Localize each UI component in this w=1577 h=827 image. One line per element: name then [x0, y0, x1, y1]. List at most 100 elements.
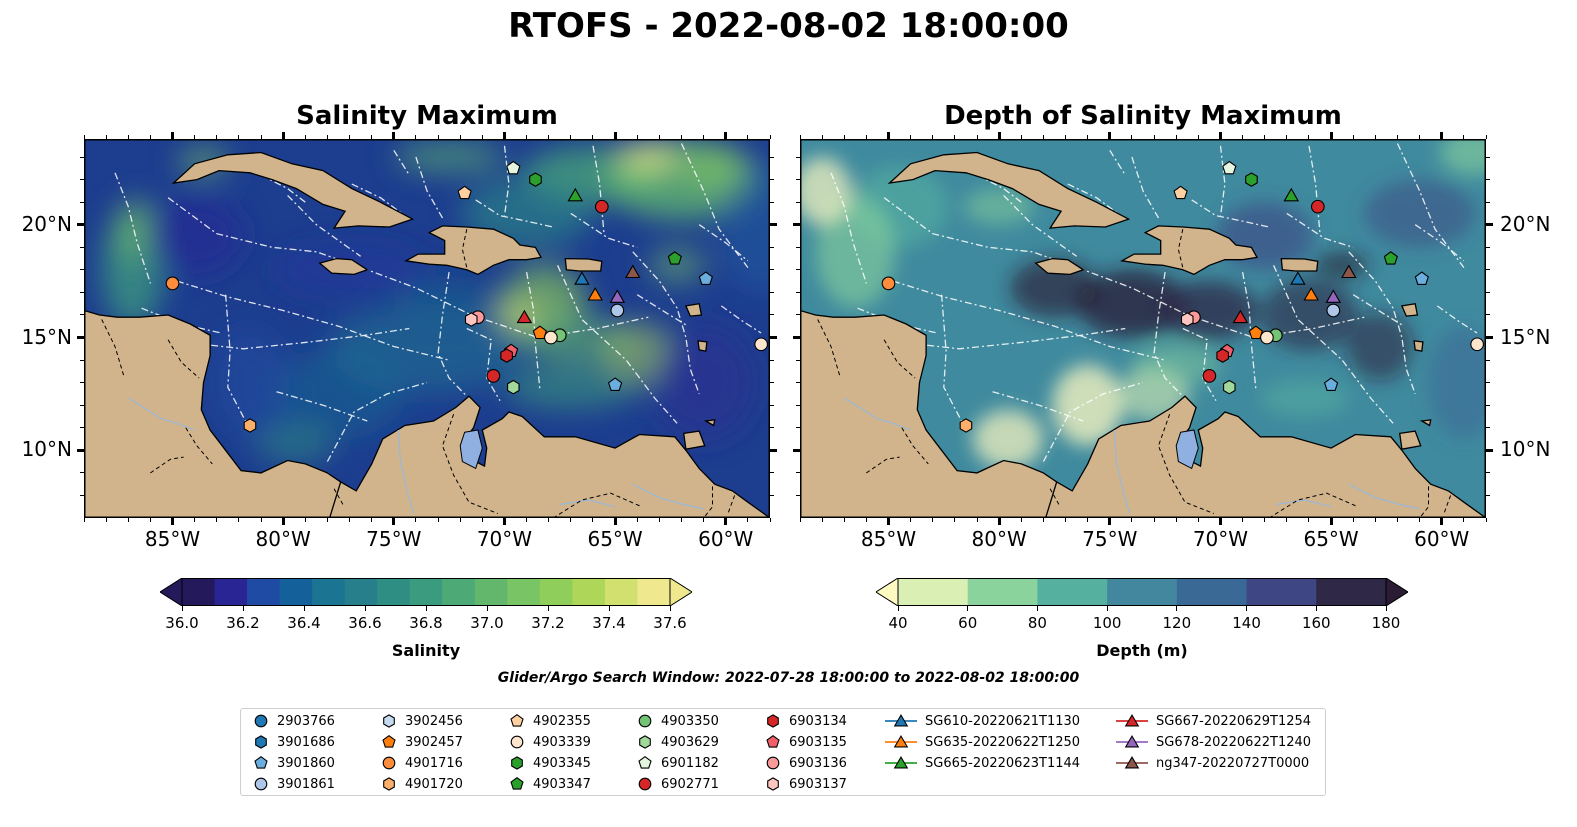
lon-minor-tick-bottom: [1131, 518, 1133, 522]
circle-marker: [1470, 337, 1484, 352]
circle-marker: [1326, 303, 1341, 318]
lon-minor-tick-bottom: [1374, 518, 1376, 522]
legend-entry-label: 4903339: [533, 734, 591, 750]
lat-minor-tick-left: [796, 494, 800, 496]
lat-tick-mark-left: [77, 223, 84, 227]
lat-minor-tick-right: [770, 472, 774, 474]
legend-entry: SG667-20220629T1254: [1116, 711, 1311, 731]
legend-entry: 6901182: [637, 753, 719, 773]
lon-minor-tick-top: [1419, 135, 1421, 139]
colorbar-tick-label: 37.0: [470, 614, 504, 632]
legend-entry-label: 3901860: [277, 755, 335, 771]
lon-tick-mark-top: [1218, 132, 1222, 139]
lon-minor-tick-top: [1396, 135, 1398, 139]
lon-tick-label: 75°W: [1082, 527, 1138, 551]
lat-minor-tick-right: [770, 494, 774, 496]
lon-minor-tick-top: [83, 135, 85, 139]
pentagon-legend-symbol: [382, 735, 396, 748]
colorbar-extend-low: [160, 578, 183, 606]
legend: 2903766 3901686 3901860 3901861 3902456 39024…: [240, 708, 1326, 796]
lon-minor-tick-top: [680, 135, 682, 139]
lon-minor-tick-bottom: [769, 518, 771, 522]
pentagon-marker: [1383, 251, 1398, 265]
search-window-note: Glider/Argo Search Window: 2022-07-28 18…: [497, 670, 1080, 686]
pentagon-legend-symbol: [510, 777, 524, 790]
legend-entry: 3901861: [253, 774, 335, 794]
lat-minor-tick-right: [770, 359, 774, 361]
lon-minor-tick-bottom: [1065, 518, 1067, 522]
lon-minor-tick-top: [326, 135, 328, 139]
lon-tick-label: 60°W: [1414, 527, 1470, 551]
lat-minor-tick-right: [770, 156, 774, 158]
triangle-marker: [893, 714, 909, 727]
pentagon-marker: [1323, 377, 1339, 391]
lat-minor-tick-left: [796, 201, 800, 203]
colorbar-tick-mark: [1036, 606, 1038, 611]
lon-minor-tick-top: [149, 135, 151, 139]
colorbar-extend-low: [876, 578, 899, 606]
triangle-marker: [1325, 289, 1342, 303]
colorbar-tick-label: 37.6: [653, 614, 687, 632]
lon-tick-mark-top: [1108, 132, 1112, 139]
legend-entry: SG610-20220621T1130: [885, 711, 1080, 731]
depth-colorbar-label: Depth (m): [1096, 641, 1188, 660]
land-south-america: [1044, 395, 1486, 518]
lon-minor-tick-top: [526, 135, 528, 139]
lon-minor-tick-top: [821, 135, 823, 139]
lon-minor-tick-bottom: [481, 518, 483, 522]
pentagon-marker: [382, 735, 396, 748]
colorbar-tick-label: 60: [958, 614, 978, 632]
colorbar-tick-mark: [242, 606, 244, 611]
lon-minor-tick-bottom: [821, 518, 823, 522]
legend-entry-label: 6902771: [661, 776, 719, 792]
legend-entry-label: 3902457: [405, 734, 463, 750]
lat-tick-mark-left: [793, 448, 800, 452]
pentagon-marker: [607, 377, 623, 391]
lon-minor-tick-bottom: [459, 518, 461, 522]
lon-minor-tick-bottom: [260, 518, 262, 522]
lon-minor-tick-bottom: [194, 518, 196, 522]
lat-minor-tick-left: [80, 314, 84, 316]
legend-entry-label: 3901861: [277, 776, 335, 792]
ocean-field-texture: [800, 139, 1486, 509]
lon-minor-tick-top: [1020, 135, 1022, 139]
colorbar-extend-high: [1385, 578, 1408, 606]
colorbar-segment: [1316, 578, 1387, 606]
colorbar-tick-label: 40: [888, 614, 908, 632]
triangle-marker: [625, 264, 641, 279]
lat-minor-tick-left: [80, 156, 84, 158]
circle-marker: [254, 777, 268, 791]
lon-minor-tick-bottom: [976, 518, 978, 522]
lon-tick-mark-top: [613, 132, 617, 139]
colorbar-tick-mark: [1385, 606, 1387, 611]
colorbar-tick-mark: [181, 606, 183, 611]
lon-minor-tick-bottom: [371, 518, 373, 522]
lat-minor-tick-right: [770, 269, 774, 271]
lon-minor-tick-top: [1463, 135, 1465, 139]
lon-minor-tick-top: [658, 135, 660, 139]
circle-marker: [638, 714, 652, 728]
legend-entry-label: 6903134: [789, 713, 847, 729]
circle-marker: [1260, 330, 1274, 345]
hexagon-marker: [255, 735, 267, 749]
colorbar-segment: [1246, 578, 1317, 606]
legend-entry-label: 4903347: [533, 776, 591, 792]
lat-minor-tick-right: [1486, 382, 1490, 384]
lon-minor-tick-top: [481, 135, 483, 139]
lat-minor-tick-right: [1486, 269, 1490, 271]
lon-minor-tick-bottom: [415, 518, 417, 522]
colorbar-segment: [182, 578, 216, 606]
lon-tick-label: 65°W: [587, 527, 643, 551]
salinity-colorbar-label: Salinity: [391, 641, 461, 660]
lat-minor-tick-left: [80, 382, 84, 384]
lon-minor-tick-bottom: [216, 518, 218, 522]
lon-minor-tick-top: [238, 135, 240, 139]
land: [800, 151, 1486, 518]
colorbar-segment: [507, 578, 541, 606]
legend-entry-label: 4903629: [661, 734, 719, 750]
dashed-boundaries: [114, 143, 762, 462]
pentagon-marker: [457, 185, 472, 200]
land-south-america: [328, 395, 770, 518]
circle-marker: [881, 276, 896, 291]
lon-minor-tick-bottom: [1153, 518, 1155, 522]
